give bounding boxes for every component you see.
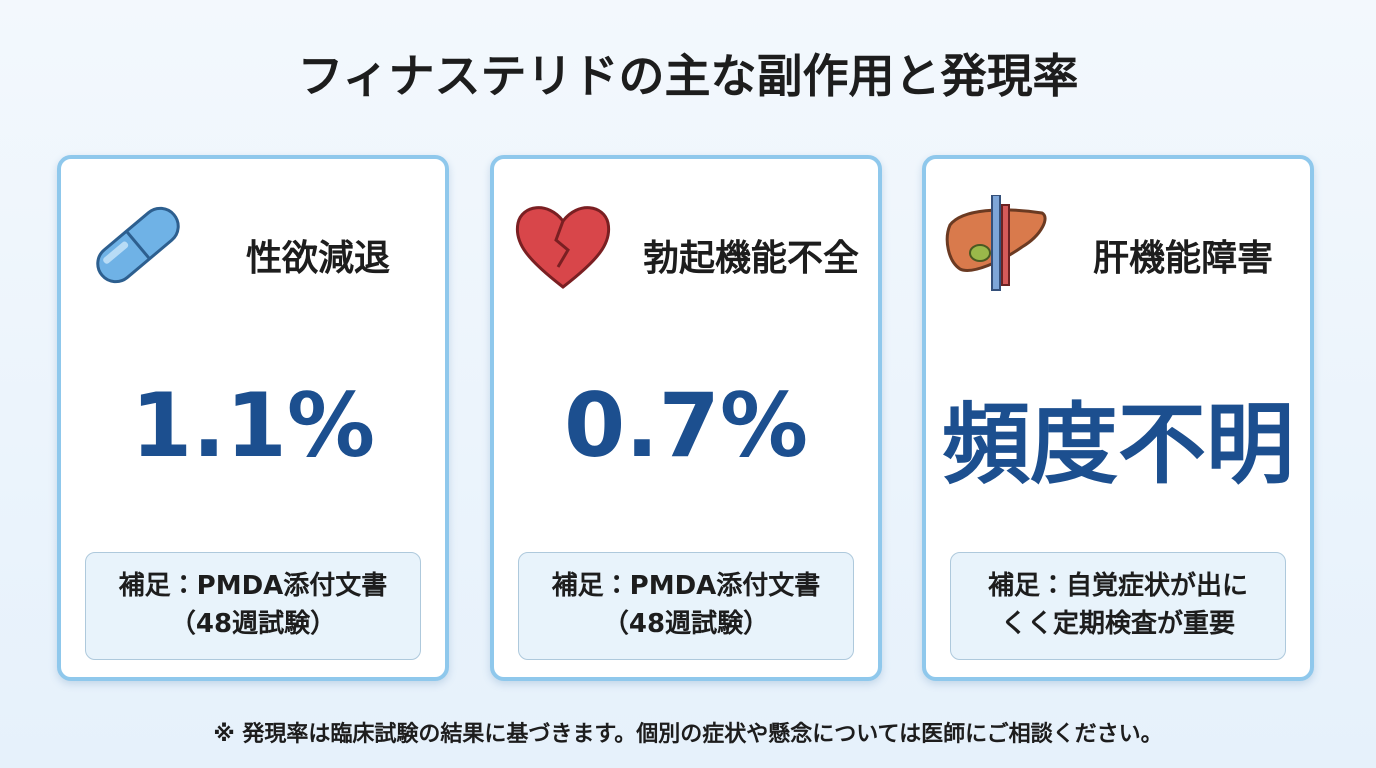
card-note: 補足：PMDA添付文書 （48週試験） bbox=[518, 552, 854, 660]
card: 勃起機能不全 0.7% 補足：PMDA添付文書 （48週試験） bbox=[490, 155, 882, 681]
note-line: （48週試験） bbox=[602, 609, 770, 639]
note-line: くく定期検査が重要 bbox=[1000, 609, 1235, 639]
note-line: （48週試験） bbox=[169, 609, 337, 639]
card-note: 補足：自覚症状が出に くく定期検査が重要 bbox=[950, 552, 1286, 660]
card-name: 肝機能障害 bbox=[1092, 238, 1273, 279]
card: 肝機能障害 頻度不明 補足：自覚症状が出に くく定期検査が重要 bbox=[922, 155, 1314, 681]
card-name: 性欲減退 bbox=[245, 238, 390, 279]
note-line: 補足：自覚症状が出に bbox=[987, 571, 1248, 601]
card-value: 1.1% bbox=[130, 374, 376, 477]
liver-icon bbox=[945, 195, 1047, 291]
title: フィナステリドの主な副作用と発現率 bbox=[297, 49, 1079, 103]
footnote: ※ 発現率は臨床試験の結果に基づきます。個別の症状や懸念については医師にご相談く… bbox=[213, 722, 1163, 747]
pill-icon bbox=[96, 206, 180, 284]
note-line: 補足：PMDA添付文書 bbox=[118, 571, 388, 601]
card-value: 頻度不明 bbox=[941, 393, 1294, 496]
card-name: 勃起機能不全 bbox=[642, 238, 859, 279]
card: 性欲減退 1.1% 補足：PMDA添付文書 （48週試験） bbox=[57, 155, 449, 681]
note-line: 補足：PMDA添付文書 bbox=[551, 571, 821, 601]
card-value: 0.7% bbox=[563, 374, 809, 477]
card-note: 補足：PMDA添付文書 （48週試験） bbox=[85, 552, 421, 660]
heart-icon bbox=[515, 206, 611, 289]
